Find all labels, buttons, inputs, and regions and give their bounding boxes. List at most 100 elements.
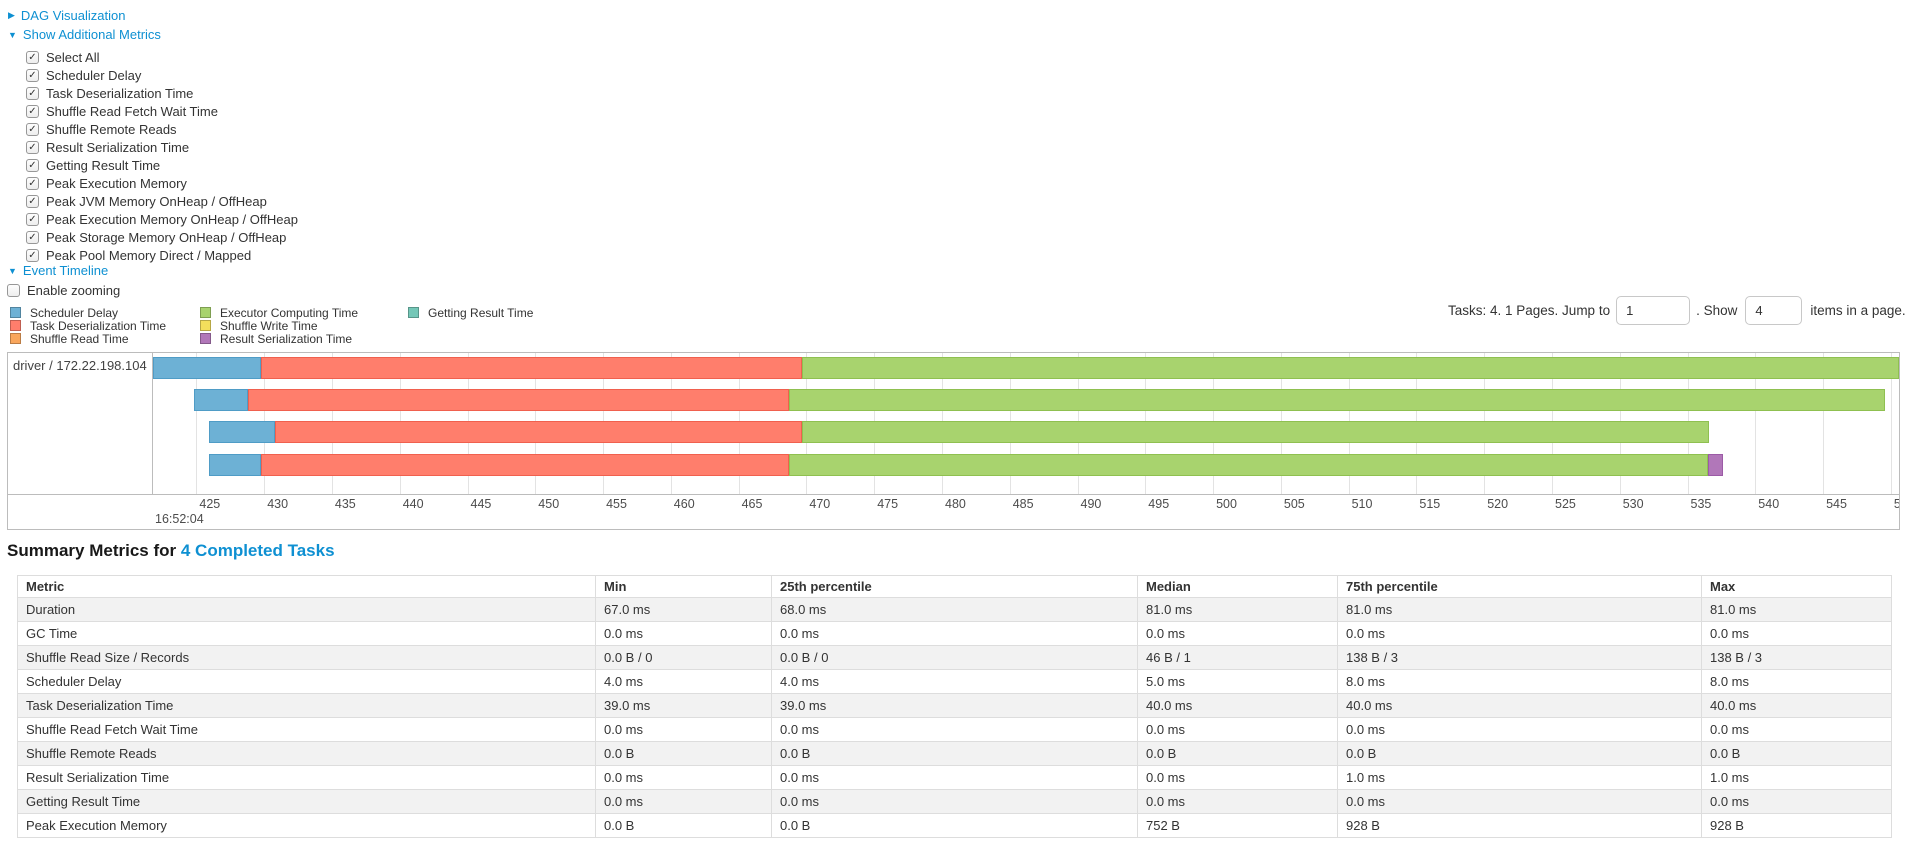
metric-value-cell: 928 B: [1701, 813, 1892, 838]
timeline-tick-label: 495: [1148, 497, 1170, 511]
summary-metrics-table: Metric Min 25th percentile Median 75th perce…: [17, 575, 1892, 838]
show-additional-metrics-toggle[interactable]: ▼ Show Additional Metrics: [8, 27, 161, 42]
task-bar-segment-scheduler_delay[interactable]: [153, 357, 262, 379]
legend-label: Result Serialization Time: [220, 331, 353, 346]
dag-visualization-toggle[interactable]: ▶ DAG Visualization: [8, 8, 125, 23]
legend-column: Getting Result Time: [408, 306, 533, 345]
timeline-tick-label: 470: [809, 497, 831, 511]
chevron-right-icon: ▶: [8, 10, 15, 20]
table-header-cell: Min: [595, 575, 772, 598]
metric-checkbox-task-deserialization-time[interactable]: ✓ Task Deserialization Time: [26, 84, 298, 102]
metric-checkbox-label: Select All: [46, 49, 100, 65]
timeline-tick-label: 450: [538, 497, 560, 511]
metric-checkbox-peak-pool-memory-direct-mapped[interactable]: ✓ Peak Pool Memory Direct / Mapped: [26, 246, 298, 264]
jump-to-page-input[interactable]: [1616, 296, 1691, 325]
task-bar-segment-executor_computing[interactable]: [802, 421, 1710, 443]
chevron-down-icon: ▼: [8, 29, 17, 40]
checkbox-icon: ✓: [26, 158, 39, 172]
checkbox-icon: ✓: [26, 140, 39, 154]
metric-name-cell: Duration: [17, 597, 596, 622]
metric-value-cell: 81.0 ms: [1137, 597, 1338, 622]
timeline-tick-label: 455: [606, 497, 627, 511]
metric-checkbox-shuffle-read-fetch-wait-time[interactable]: ✓ Shuffle Read Fetch Wait Time: [26, 102, 298, 120]
show-additional-metrics-label: Show Additional Metrics: [22, 27, 161, 42]
result_serialization-swatch-icon: [200, 333, 211, 344]
table-header-cell: Median: [1137, 575, 1338, 598]
metric-checkbox-getting-result-time[interactable]: ✓ Getting Result Time: [26, 156, 298, 174]
metric-value-cell: 0.0 ms: [1337, 621, 1702, 646]
metric-value-cell: 0.0 ms: [1137, 717, 1338, 742]
metric-value-cell: 0.0 ms: [1337, 717, 1702, 742]
legend-item-executor_computing: Executor Computing Time: [200, 306, 408, 320]
table-row: Task Deserialization Time 39.0 ms 39.0 ms 4…: [17, 693, 1892, 718]
table-row: Peak Execution Memory 0.0 B 0.0 B 752 B 928 …: [17, 813, 1892, 838]
timeline-tick-label: 520: [1487, 497, 1509, 511]
enable-zooming-checkbox[interactable]: Enable zooming: [7, 281, 120, 299]
metric-value-cell: 0.0 ms: [1137, 789, 1338, 814]
metric-value-cell: 8.0 ms: [1701, 669, 1892, 694]
chevron-down-icon: ▼: [8, 265, 17, 276]
legend-item-result_serialization: Result Serialization Time: [200, 331, 408, 346]
timeline-tick-label: 425: [199, 497, 221, 511]
task-bar-segment-executor_computing[interactable]: [788, 389, 1886, 411]
event-timeline-toggle[interactable]: ▼ Event Timeline: [8, 263, 108, 278]
timeline-tick-label: 445: [470, 497, 492, 511]
table-header-cell: 25th percentile: [771, 575, 1138, 598]
metric-value-cell: 0.0 ms: [595, 717, 772, 742]
metric-checkbox-peak-jvm-memory-onheap-offheap[interactable]: ✓ Peak JVM Memory OnHeap / OffHeap: [26, 192, 298, 210]
table-header-cell: 75th percentile: [1337, 575, 1702, 598]
task-bar-segment-executor_computing[interactable]: [788, 454, 1708, 476]
items-per-page-input[interactable]: [1745, 296, 1803, 325]
timeline-gridline: [1890, 353, 1892, 494]
timeline-axis-major-label: 16:52:04: [155, 512, 204, 526]
metric-value-cell: 39.0 ms: [771, 693, 1138, 718]
metric-checkbox-label: Peak JVM Memory OnHeap / OffHeap: [46, 193, 267, 209]
task-pagination: Tasks: 4. 1 Pages. Jump to . Show items …: [1448, 295, 1907, 326]
timeline-gridline: [1823, 353, 1825, 494]
table-row: Shuffle Read Fetch Wait Time 0.0 ms 0.0 ms…: [17, 717, 1892, 742]
task-bar-segment-task_deserialization[interactable]: [275, 421, 803, 443]
pagination-prefix-text: Tasks: 4. 1 Pages. Jump to: [1448, 303, 1611, 318]
legend-item-scheduler_delay: Scheduler Delay: [10, 306, 200, 320]
timeline-tick-label: 525: [1555, 497, 1576, 511]
metric-value-cell: 67.0 ms: [595, 597, 772, 622]
timeline-tick-label: 435: [334, 497, 356, 511]
metric-checkbox-select-all[interactable]: ✓ Select All: [26, 48, 298, 66]
task-bar-segment-scheduler_delay[interactable]: [193, 389, 248, 411]
metric-checkbox-peak-execution-memory-onheap-offheap[interactable]: ✓ Peak Execution Memory OnHeap / OffHeap: [26, 210, 298, 228]
task-bar-segment-scheduler_delay[interactable]: [208, 454, 262, 476]
metric-checkbox-shuffle-remote-reads[interactable]: ✓ Shuffle Remote Reads: [26, 120, 298, 138]
task_deserialization-swatch-icon: [10, 320, 21, 331]
task-bar-segment-task_deserialization[interactable]: [261, 454, 789, 476]
timeline-tick-label: 515: [1419, 497, 1441, 511]
checkbox-icon: ✓: [26, 104, 39, 118]
metric-value-cell: 46 B / 1: [1137, 645, 1338, 670]
metric-value-cell: 81.0 ms: [1337, 597, 1702, 622]
metric-value-cell: 5.0 ms: [1137, 669, 1338, 694]
timeline-plot-area: [153, 353, 1899, 494]
task-bar-segment-task_deserialization[interactable]: [261, 357, 803, 379]
table-row: Shuffle Read Size / Records 0.0 B / 0 0.0 …: [17, 645, 1892, 670]
scheduler_delay-swatch-icon: [10, 307, 21, 318]
metric-name-cell: Shuffle Read Size / Records: [17, 645, 596, 670]
task-bar-segment-scheduler_delay[interactable]: [208, 421, 275, 443]
task-bar-segment-result_serialization[interactable]: [1707, 454, 1723, 476]
event-timeline-label: Event Timeline: [22, 263, 109, 278]
timeline-tick-label: 545: [1826, 497, 1847, 511]
timeline-gridline: [196, 353, 198, 494]
task-bar-segment-executor_computing[interactable]: [802, 357, 1899, 379]
executor_computing-swatch-icon: [200, 307, 211, 318]
checkbox-icon: ✓: [26, 122, 39, 136]
task-bar-segment-task_deserialization[interactable]: [247, 389, 789, 411]
legend-label: Shuffle Write Time: [220, 318, 318, 333]
metric-checkbox-peak-execution-memory[interactable]: ✓ Peak Execution Memory: [26, 174, 298, 192]
completed-tasks-link[interactable]: 4 Completed Tasks: [180, 541, 335, 560]
metric-checkbox-scheduler-delay[interactable]: ✓ Scheduler Delay: [26, 66, 298, 84]
legend-label: Task Deserialization Time: [30, 318, 167, 333]
legend-item-shuffle_write: Shuffle Write Time: [200, 318, 408, 333]
metric-name-cell: Shuffle Read Fetch Wait Time: [17, 717, 596, 742]
metric-checkbox-result-serialization-time[interactable]: ✓ Result Serialization Time: [26, 138, 298, 156]
checkbox-icon: [7, 283, 20, 297]
timeline-gridline: [1755, 353, 1757, 494]
metric-checkbox-peak-storage-memory-onheap-offheap[interactable]: ✓ Peak Storage Memory OnHeap / OffHeap: [26, 228, 298, 246]
